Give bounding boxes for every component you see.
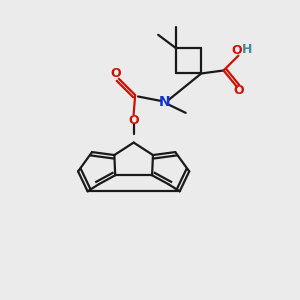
Text: O: O [128, 114, 139, 127]
Text: O: O [233, 84, 244, 97]
Text: N: N [159, 95, 171, 110]
Text: O: O [232, 44, 242, 57]
Text: H: H [242, 43, 252, 56]
Text: O: O [110, 67, 121, 80]
